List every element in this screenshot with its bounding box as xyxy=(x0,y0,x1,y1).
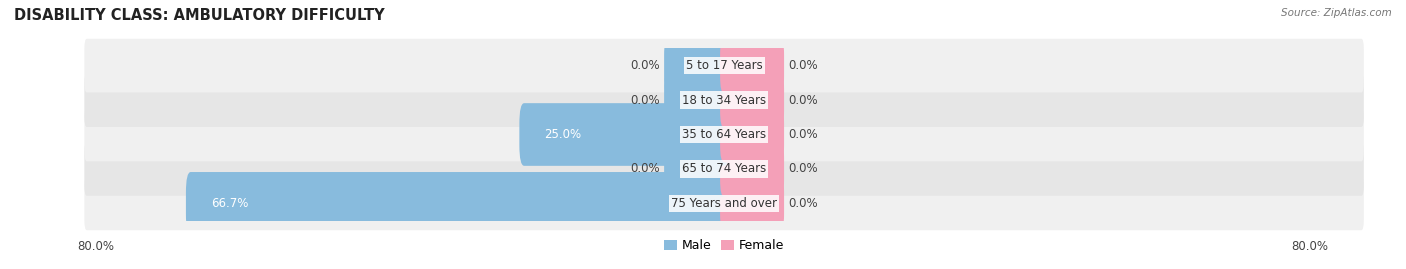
Text: 18 to 34 Years: 18 to 34 Years xyxy=(682,94,766,107)
Text: DISABILITY CLASS: AMBULATORY DIFFICULTY: DISABILITY CLASS: AMBULATORY DIFFICULTY xyxy=(14,8,385,23)
Text: 65 to 74 Years: 65 to 74 Years xyxy=(682,162,766,175)
FancyBboxPatch shape xyxy=(186,172,728,235)
FancyBboxPatch shape xyxy=(720,175,785,231)
FancyBboxPatch shape xyxy=(664,141,728,197)
Text: 0.0%: 0.0% xyxy=(630,59,661,72)
FancyBboxPatch shape xyxy=(720,72,785,128)
Legend: Male, Female: Male, Female xyxy=(664,239,785,252)
Text: 0.0%: 0.0% xyxy=(787,128,818,141)
Text: 0.0%: 0.0% xyxy=(630,94,661,107)
FancyBboxPatch shape xyxy=(84,39,1364,93)
FancyBboxPatch shape xyxy=(84,142,1364,196)
Text: 0.0%: 0.0% xyxy=(787,59,818,72)
Text: 0.0%: 0.0% xyxy=(787,94,818,107)
Text: 25.0%: 25.0% xyxy=(544,128,581,141)
FancyBboxPatch shape xyxy=(664,38,728,94)
FancyBboxPatch shape xyxy=(84,108,1364,161)
Text: 75 Years and over: 75 Years and over xyxy=(671,197,778,210)
FancyBboxPatch shape xyxy=(720,38,785,94)
FancyBboxPatch shape xyxy=(519,103,728,166)
Text: 66.7%: 66.7% xyxy=(211,197,247,210)
FancyBboxPatch shape xyxy=(84,73,1364,127)
Text: 80.0%: 80.0% xyxy=(77,240,114,253)
FancyBboxPatch shape xyxy=(84,176,1364,230)
FancyBboxPatch shape xyxy=(720,107,785,162)
Text: 80.0%: 80.0% xyxy=(1292,240,1329,253)
FancyBboxPatch shape xyxy=(664,72,728,128)
Text: 0.0%: 0.0% xyxy=(787,197,818,210)
Text: 0.0%: 0.0% xyxy=(787,162,818,175)
Text: 0.0%: 0.0% xyxy=(630,162,661,175)
Text: 5 to 17 Years: 5 to 17 Years xyxy=(686,59,762,72)
Text: Source: ZipAtlas.com: Source: ZipAtlas.com xyxy=(1281,8,1392,18)
FancyBboxPatch shape xyxy=(720,141,785,197)
Text: 35 to 64 Years: 35 to 64 Years xyxy=(682,128,766,141)
